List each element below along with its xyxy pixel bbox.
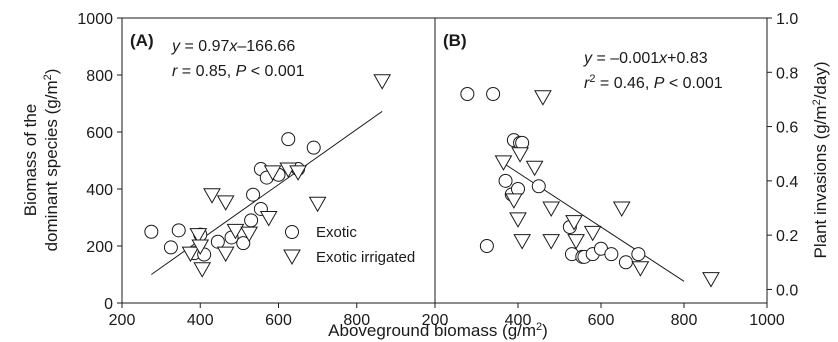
point-exotic-irrigated	[203, 188, 221, 204]
point-exotic-irrigated	[240, 226, 259, 243]
point-exotic-irrigated	[263, 165, 282, 181]
legend-triangle-marker	[283, 249, 301, 266]
legend-label-exotic: Exotic	[316, 224, 357, 241]
point-exotic-irrigated	[513, 234, 532, 250]
x-tick-label: 600	[265, 312, 292, 329]
point-exotic	[618, 255, 633, 270]
point-exotic-irrigated	[308, 196, 327, 213]
y-tick-label: 200	[86, 239, 113, 256]
point-exotic	[281, 132, 296, 147]
point-exotic-irrigated	[631, 261, 650, 277]
x-tick-label: 400	[187, 312, 214, 329]
point-exotic	[460, 87, 475, 101]
point-exotic	[486, 87, 501, 101]
point-exotic-irrigated	[189, 228, 208, 244]
point-exotic-irrigated	[509, 212, 527, 228]
x-tick-label: 800	[671, 312, 698, 329]
point-exotic	[210, 234, 225, 249]
y-tick-label: 0.6	[776, 120, 798, 137]
x-axis-title: Aboveground biomass (g/m2)	[328, 321, 548, 340]
point-exotic-irrigated	[583, 225, 602, 242]
panel-a-equation: y = 0.97x–166.66	[171, 38, 295, 55]
point-exotic	[144, 224, 159, 239]
point-exotic	[246, 187, 261, 202]
point-exotic	[163, 240, 178, 255]
point-exotic-irrigated	[542, 234, 561, 250]
panel-b-equation: y = –0.001x+0.83	[583, 50, 708, 67]
y-tick-label: 0.8	[776, 65, 798, 82]
y-tick-label: 0	[104, 296, 113, 313]
y-tick-label: 0.0	[776, 282, 798, 299]
point-exotic-irrigated	[226, 223, 245, 240]
point-exotic	[631, 247, 646, 262]
regression-line-b	[501, 161, 685, 282]
point-exotic	[498, 173, 513, 188]
x-tick-label: 1000	[749, 312, 785, 329]
legend-circle-marker	[285, 225, 299, 239]
point-exotic-irrigated	[289, 165, 307, 181]
point-exotic	[604, 247, 619, 262]
point-exotic-irrigated	[612, 201, 631, 218]
point-exotic	[479, 239, 494, 253]
point-exotic-irrigated	[702, 272, 720, 288]
point-exotic-irrigated	[216, 195, 235, 211]
point-exotic-irrigated	[525, 160, 544, 177]
point-exotic-irrigated	[567, 234, 585, 250]
point-exotic-irrigated	[565, 215, 583, 231]
panel-b-label: (B)	[443, 31, 467, 50]
point-exotic	[236, 236, 251, 251]
panel-a-stats: r = 0.85, P < 0.001	[172, 63, 305, 80]
legend: Exotic Exotic irrigated	[283, 224, 415, 266]
y-tick-label: 1.0	[776, 11, 798, 28]
panel-b-ylabel: Plant invasions (g/m2/day)	[811, 62, 830, 259]
point-exotic	[306, 140, 321, 155]
panel-b-stats: r2 = 0.46, P < 0.001	[584, 73, 723, 92]
legend-label-exotic-irrigated: Exotic irrigated	[316, 249, 415, 266]
point-exotic	[531, 179, 546, 194]
y-tick-label: 1000	[77, 11, 113, 28]
x-tick-label: 400	[505, 312, 532, 329]
point-exotic-irrigated	[216, 246, 235, 263]
point-exotic-irrigated	[259, 211, 278, 227]
point-exotic-irrigated	[511, 147, 529, 163]
point-exotic-irrigated	[534, 90, 552, 106]
x-tick-label: 800	[343, 312, 370, 329]
point-exotic	[171, 223, 186, 238]
y-tick-label: 0.4	[776, 174, 798, 191]
point-exotic-irrigated	[193, 262, 212, 278]
point-exotic-irrigated	[494, 155, 513, 171]
x-tick-label: 200	[109, 312, 136, 329]
x-tick-label: 600	[588, 312, 615, 329]
point-exotic-irrigated	[181, 246, 200, 263]
point-exotic-irrigated	[542, 201, 561, 218]
y-tick-label: 0.2	[776, 228, 798, 245]
y-tick-label: 800	[86, 68, 113, 85]
point-exotic-irrigated	[504, 193, 523, 209]
y-tick-label: 400	[86, 182, 113, 199]
panel-b-plot: 200 400 600 800 1000 0.0 0.2 0.4 0.6 0.8 1.0	[422, 11, 799, 329]
y-tick-label: 600	[86, 125, 113, 142]
point-exotic-irrigated	[373, 74, 392, 90]
point-exotic-irrigated	[191, 239, 210, 256]
point-exotic	[244, 213, 259, 228]
panel-a-ylabel: Biomass of the dominant species (g/m2)	[21, 69, 61, 252]
x-tick-label: 200	[422, 312, 449, 329]
panel-a-label: (A)	[130, 31, 154, 50]
